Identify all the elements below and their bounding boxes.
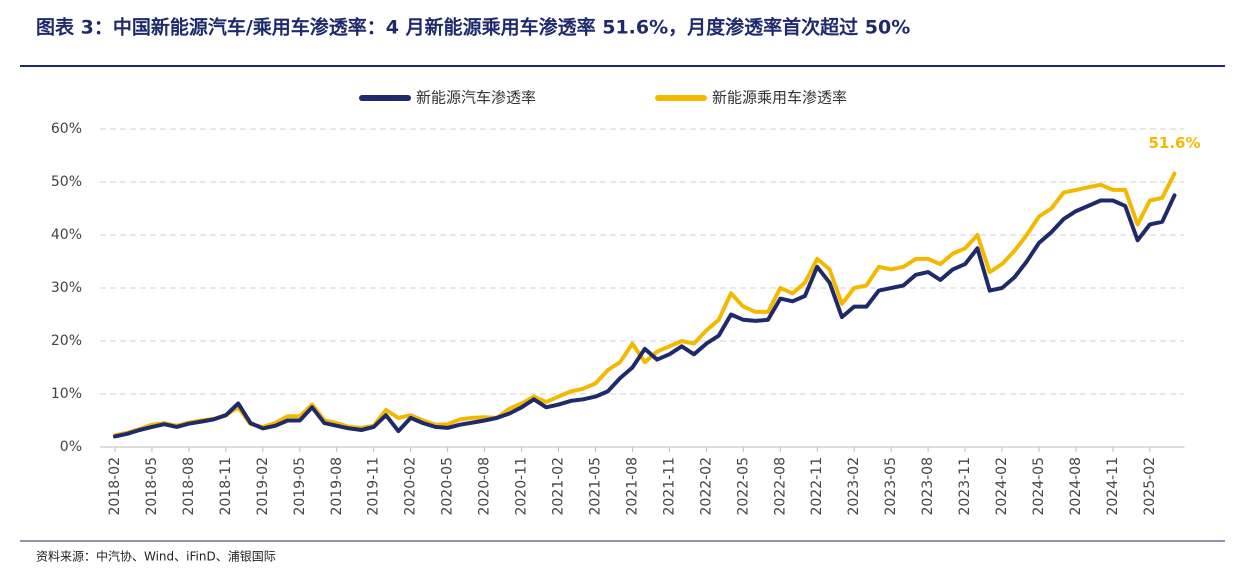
x-tick-label: 2020-08 <box>477 457 493 516</box>
x-tick-label: 2023-11 <box>957 457 973 516</box>
x-tick-label: 2021-11 <box>661 457 677 516</box>
series-line <box>113 171 1177 438</box>
x-tick-label: 2020-02 <box>403 457 419 516</box>
x-tick-label: 2019-08 <box>329 457 345 516</box>
y-tick-label: 60% <box>51 121 82 137</box>
legend-label: 新能源汽车渗透率 <box>416 89 536 107</box>
x-tick-label: 2022-05 <box>735 457 751 516</box>
x-tick-label: 2023-02 <box>846 457 862 516</box>
x-tick-label: 2018-11 <box>218 457 234 516</box>
x-tick-label: 2024-05 <box>1031 457 1047 516</box>
x-tick-label: 2020-11 <box>514 457 530 516</box>
series-line <box>113 193 1177 439</box>
x-tick-label: 2018-08 <box>181 457 197 516</box>
x-tick-label: 2021-08 <box>624 457 640 516</box>
legend-label: 新能源乘用车渗透率 <box>712 89 847 107</box>
y-tick-label: 10% <box>51 386 82 402</box>
x-tick-label: 2023-05 <box>883 457 899 516</box>
x-tick-label: 2019-02 <box>255 457 271 516</box>
x-tick-label: 2022-02 <box>698 457 714 516</box>
x-tick-label: 2019-05 <box>292 457 308 516</box>
x-tick-label: 2024-08 <box>1068 457 1084 516</box>
x-tick-label: 2022-11 <box>809 457 825 516</box>
y-tick-label: 50% <box>51 174 82 190</box>
x-tick-label: 2020-05 <box>440 457 456 516</box>
source-note: 资料来源：中汽协、Wind、iFinD、浦银国际 <box>36 549 276 564</box>
x-tick-label: 2018-02 <box>107 457 123 516</box>
x-tick-label: 2024-02 <box>994 457 1010 516</box>
y-tick-label: 30% <box>51 280 82 296</box>
x-tick-label: 2023-08 <box>920 457 936 516</box>
y-tick-label: 20% <box>51 333 82 349</box>
x-tick-label: 2024-11 <box>1105 457 1121 516</box>
x-tick-label: 2021-05 <box>587 457 603 516</box>
x-tick-label: 2021-02 <box>551 457 567 516</box>
data-label: 51.6% <box>1148 134 1200 152</box>
chart-title: 图表 3：中国新能源汽车/乘用车渗透率：4 月新能源乘用车渗透率 51.6%，月… <box>36 16 910 39</box>
x-tick-label: 2025-02 <box>1142 457 1158 516</box>
y-tick-label: 40% <box>51 227 82 243</box>
x-tick-label: 2022-08 <box>772 457 788 516</box>
y-tick-label: 0% <box>60 439 82 455</box>
x-tick-label: 2019-11 <box>366 457 382 516</box>
x-tick-label: 2018-05 <box>144 457 160 516</box>
